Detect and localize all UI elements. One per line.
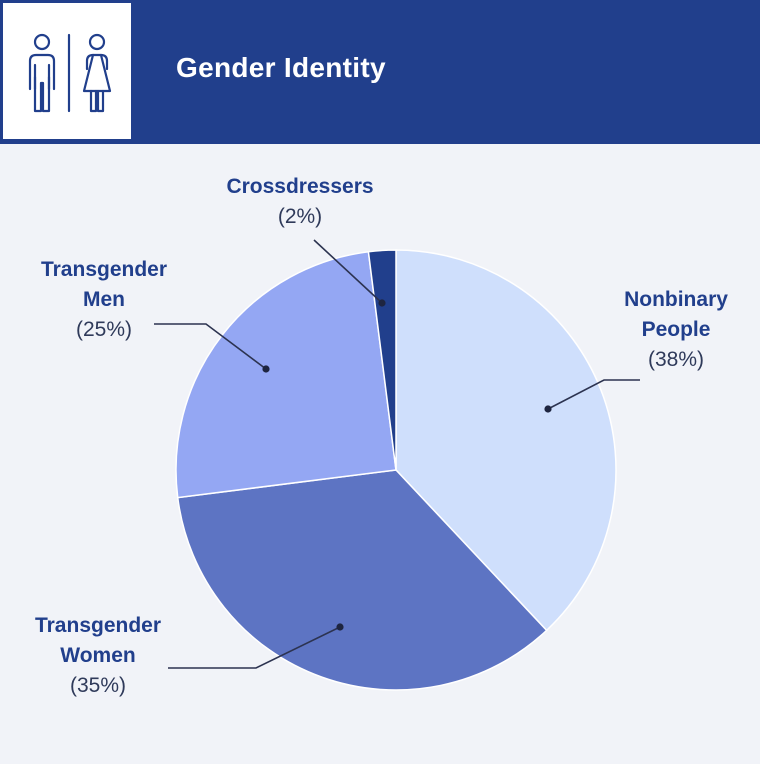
slice-percent-crossdressers: (2%) — [278, 205, 322, 228]
slice-label-transgender-men: Transgender — [41, 258, 167, 281]
slice-label-nonbinary-people: Nonbinary — [624, 288, 728, 311]
slice-percent-nonbinary-people: (38%) — [648, 348, 704, 371]
slice-label-transgender-men: Men — [83, 288, 125, 311]
pie-slice-nonbinary-people — [395, 249, 617, 632]
slice-label-transgender-women: Women — [60, 644, 135, 667]
page-title: Gender Identity — [176, 52, 386, 83]
slice-label-crossdressers: Crossdressers — [226, 175, 373, 198]
pie-slice-transgender-women — [176, 469, 548, 691]
leader-dot-transgender-women — [336, 623, 344, 631]
header-banner: Gender Identity — [0, 0, 760, 144]
leader-dot-transgender-men — [262, 365, 270, 373]
slice-percent-transgender-women: (35%) — [70, 674, 126, 697]
slice-percent-transgender-men: (25%) — [76, 318, 132, 341]
pie-slice-crossdressers — [367, 249, 397, 471]
leader-dot-crossdressers — [378, 299, 386, 307]
leader-dot-nonbinary-people — [544, 405, 552, 413]
slice-label-transgender-women: Transgender — [35, 614, 161, 637]
leader-line-nonbinary-people — [547, 379, 640, 410]
pie-slice-transgender-men — [175, 250, 397, 499]
leader-line-crossdressers — [313, 239, 383, 304]
slice-label-nonbinary-people: People — [642, 318, 711, 341]
restroom-icon — [2, 2, 132, 140]
leader-line-transgender-women — [168, 626, 341, 669]
leader-line-transgender-men — [154, 323, 267, 370]
